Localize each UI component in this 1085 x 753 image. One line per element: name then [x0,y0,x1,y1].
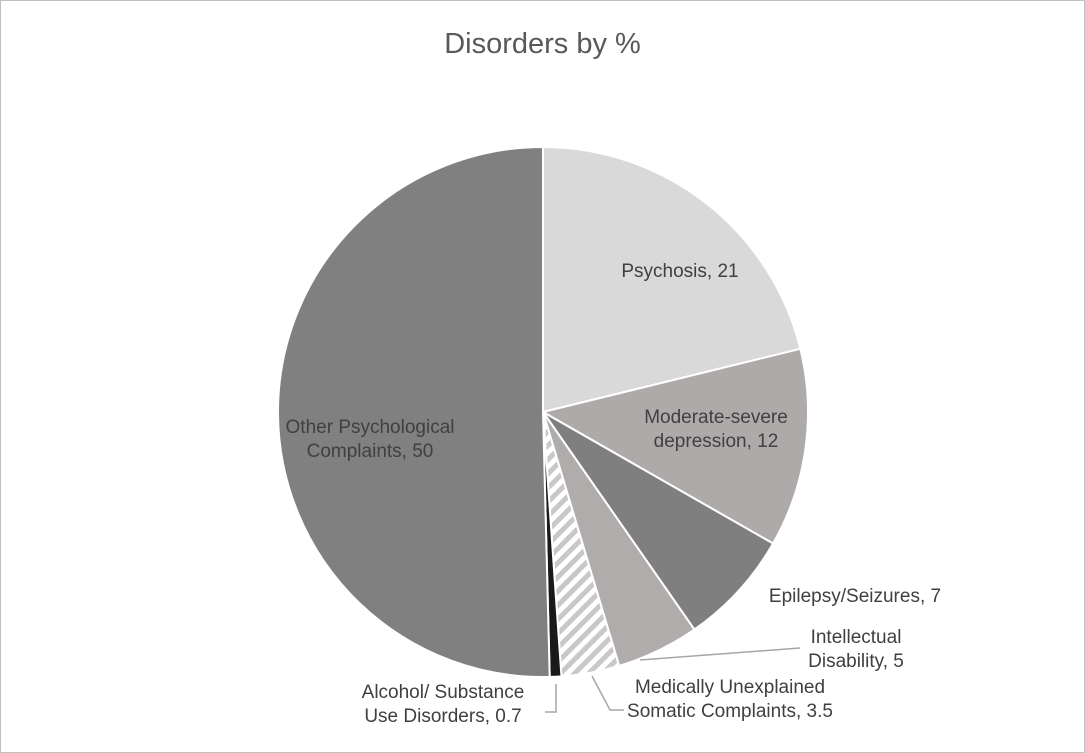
leader-line [639,647,801,661]
data-label: Other Psychological Complaints, 50 [285,417,455,462]
chart-title: Disorders by % [444,28,641,60]
leader-line [591,675,624,711]
data-label: Moderate-severe depression, 12 [644,407,788,452]
data-label: Medically Unexplained Somatic Complaints… [627,677,833,722]
data-label: Epilepsy/Seizures, 7 [768,586,942,607]
slices: PsychosisModerate-severe depressionEpile… [277,145,809,678]
data-label: Psychosis, 21 [621,261,739,282]
data-label: Intellectual Disability, 5 [808,627,904,672]
slice: Epilepsy/Seizures [542,411,775,631]
leader-line [545,684,557,713]
slice: Moderate-severe depression [540,347,809,545]
slice: Psychosis [542,145,802,414]
data-label: Alcohol/ Substance Use Disorders, 0.7 [361,682,525,727]
slice: Other Psychological Complaints [277,145,551,678]
